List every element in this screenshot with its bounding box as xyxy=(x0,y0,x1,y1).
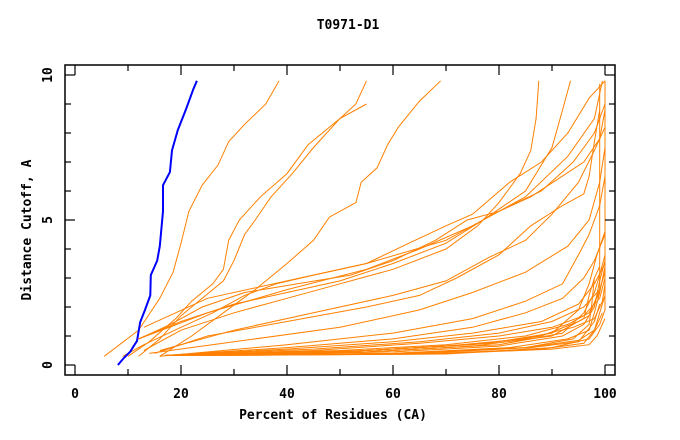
series-line-model-25 xyxy=(196,303,601,356)
series-line-model-12 xyxy=(165,89,606,356)
series-line-model-30 xyxy=(122,80,606,357)
series-line-model-32 xyxy=(154,109,601,354)
x-tick-label: 80 xyxy=(491,387,507,402)
y-axis-label: Distance Cutoff, A xyxy=(20,159,35,300)
series-line-model-01 xyxy=(103,80,280,357)
series-line-highlighted-model xyxy=(117,80,198,366)
x-tick-label: 0 xyxy=(71,387,79,402)
plot-frame xyxy=(64,64,616,376)
series-line-model-06 xyxy=(138,80,603,340)
x-tick-label: 100 xyxy=(593,387,617,402)
series-line-model-08 xyxy=(159,126,606,351)
y-tick-label: 0 xyxy=(41,361,56,369)
axis-ticks: 0 20 40 60 80 100 0 5 10 xyxy=(41,65,617,402)
x-axis-label: Percent of Residues (CA) xyxy=(239,408,427,423)
x-tick-label: 20 xyxy=(173,387,189,402)
x-tick-label: 40 xyxy=(279,387,295,402)
series-line-model-21 xyxy=(180,260,606,356)
chart-title: T0971-D1 xyxy=(317,18,380,33)
series-line-model-05 xyxy=(138,80,571,340)
series-line-model-10 xyxy=(159,176,606,357)
series-line-model-03 xyxy=(159,80,442,357)
series-line-model-04 xyxy=(143,80,540,351)
x-tick-label: 60 xyxy=(385,387,401,402)
series-line-model-15 xyxy=(170,266,606,356)
series-line-model-29 xyxy=(127,103,367,357)
plot-lines xyxy=(103,80,606,366)
series-line-model-28 xyxy=(223,133,606,356)
series-line-model-02 xyxy=(138,80,367,357)
series-line-model-07 xyxy=(143,103,606,328)
series-line-model-20 xyxy=(175,254,606,356)
series-line-model-19 xyxy=(175,231,606,356)
series-line-model-09 xyxy=(149,147,606,354)
y-tick-label: 10 xyxy=(41,67,56,83)
y-tick-label: 5 xyxy=(41,216,56,224)
series-line-model-31 xyxy=(138,109,606,340)
